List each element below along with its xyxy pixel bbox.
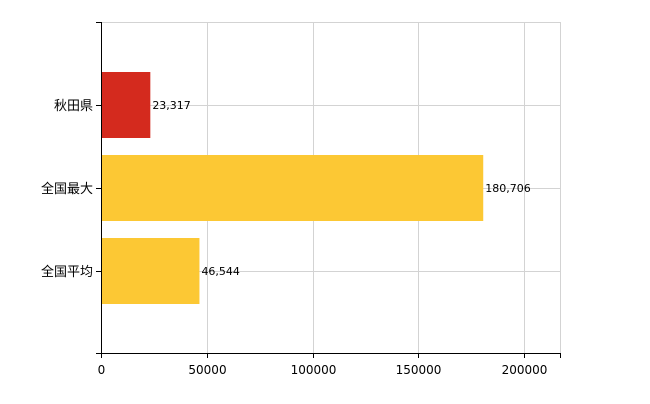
x-tick-label: 150000 [396,363,442,377]
data-label: 180,706 [485,182,531,195]
x-tick-label: 200000 [502,363,548,377]
x-tick-label: 0 [98,363,106,377]
labels: 23,317 秋田県 180,706 全国最大 46,544 全国平均 0 50000 1000… [41,99,547,377]
bar [102,155,484,221]
category-label: 全国最大 [41,181,93,197]
x-tick-label: 50000 [188,363,226,377]
grid [101,22,561,353]
category-label: 秋田県 [54,99,93,114]
x-tick-label: 100000 [291,363,337,377]
category-label: 全国平均 [41,264,93,280]
data-label: 23,317 [152,99,191,112]
axes [96,22,561,358]
data-label: 46,544 [201,265,240,278]
bar [102,72,151,138]
bars [102,72,484,304]
bar [102,238,200,304]
